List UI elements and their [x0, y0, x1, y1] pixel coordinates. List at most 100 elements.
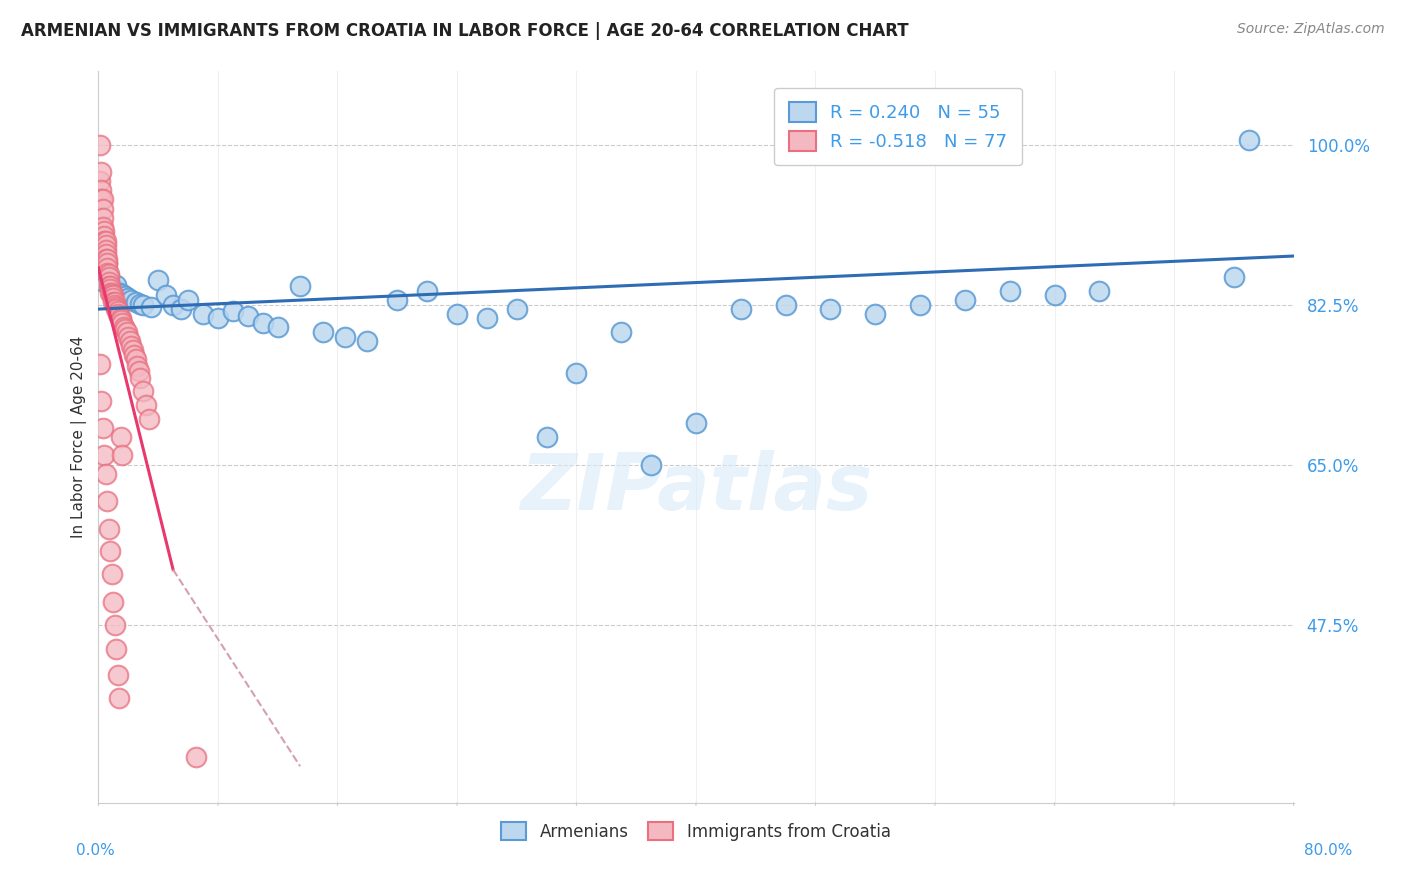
Point	[908, 297, 931, 311]
Point	[97, 268, 120, 282]
Point	[121, 343, 143, 358]
Point	[730, 301, 752, 317]
Point	[94, 247, 117, 261]
Point	[93, 234, 115, 248]
Point	[685, 417, 707, 431]
Point	[91, 421, 114, 435]
Point	[1223, 270, 1246, 285]
Point	[475, 311, 498, 326]
Point	[111, 287, 134, 301]
Point	[103, 294, 125, 309]
Point	[98, 285, 122, 300]
Point	[998, 284, 1021, 298]
Point	[1043, 288, 1066, 302]
Point	[110, 313, 132, 327]
Point	[98, 282, 122, 296]
Point	[91, 202, 114, 216]
Point	[288, 279, 311, 293]
Point	[110, 311, 132, 326]
Point	[127, 359, 149, 373]
Point	[111, 448, 134, 462]
Point	[96, 266, 118, 280]
Point	[252, 316, 274, 330]
Point	[128, 364, 150, 378]
Point	[148, 273, 170, 287]
Point	[311, 325, 333, 339]
Point	[114, 322, 136, 336]
Point	[90, 183, 112, 197]
Point	[356, 334, 378, 348]
Point	[94, 238, 117, 252]
Point	[135, 398, 157, 412]
Point	[1237, 133, 1260, 147]
Point	[139, 300, 162, 314]
Point	[94, 252, 117, 266]
Point	[120, 293, 142, 307]
Point	[114, 289, 136, 303]
Point	[129, 296, 152, 310]
Text: Source: ZipAtlas.com: Source: ZipAtlas.com	[1237, 22, 1385, 37]
Point	[953, 293, 976, 307]
Point	[110, 430, 132, 444]
Point	[91, 193, 114, 207]
Point	[184, 750, 207, 764]
Point	[132, 298, 155, 312]
Point	[96, 256, 118, 270]
Point	[118, 334, 141, 348]
Point	[125, 294, 148, 309]
Point	[94, 266, 117, 280]
Point	[101, 284, 124, 298]
Point	[96, 260, 118, 275]
Point	[115, 325, 138, 339]
Point	[103, 288, 125, 302]
Text: 0.0%: 0.0%	[76, 843, 115, 858]
Point	[98, 544, 122, 558]
Point	[506, 301, 529, 317]
Point	[640, 458, 662, 472]
Point	[93, 228, 115, 243]
Point	[104, 617, 127, 632]
Text: ZIPatlas: ZIPatlas	[520, 450, 872, 526]
Point	[98, 279, 122, 293]
Point	[93, 224, 115, 238]
Point	[97, 270, 120, 285]
Point	[105, 301, 128, 317]
Point	[111, 316, 134, 330]
Point	[90, 256, 112, 270]
Point	[97, 521, 120, 535]
Point	[108, 285, 131, 300]
Point	[97, 279, 120, 293]
Text: ARMENIAN VS IMMIGRANTS FROM CROATIA IN LABOR FORCE | AGE 20-64 CORRELATION CHART: ARMENIAN VS IMMIGRANTS FROM CROATIA IN L…	[21, 22, 908, 40]
Point	[120, 338, 142, 352]
Point	[536, 430, 558, 444]
Point	[89, 357, 111, 371]
Point	[177, 293, 200, 307]
Point	[104, 282, 127, 296]
Point	[1088, 284, 1111, 298]
Point	[222, 304, 245, 318]
Point	[94, 467, 117, 481]
Point	[93, 275, 115, 289]
Point	[865, 307, 887, 321]
Point	[138, 412, 160, 426]
Point	[416, 284, 439, 298]
Y-axis label: In Labor Force | Age 20-64: In Labor Force | Age 20-64	[72, 336, 87, 538]
Point	[101, 288, 124, 302]
Point	[207, 311, 229, 326]
Point	[103, 594, 125, 608]
Point	[333, 329, 356, 343]
Point	[105, 642, 128, 657]
Point	[107, 304, 129, 318]
Point	[107, 307, 129, 321]
Point	[610, 325, 633, 339]
Point	[108, 310, 131, 324]
Point	[191, 307, 214, 321]
Point	[112, 320, 135, 334]
Text: 80.0%: 80.0%	[1305, 843, 1353, 858]
Point	[117, 291, 139, 305]
Point	[155, 288, 177, 302]
Point	[89, 137, 111, 152]
Point	[117, 329, 139, 343]
Point	[236, 310, 259, 324]
Point	[96, 494, 118, 508]
